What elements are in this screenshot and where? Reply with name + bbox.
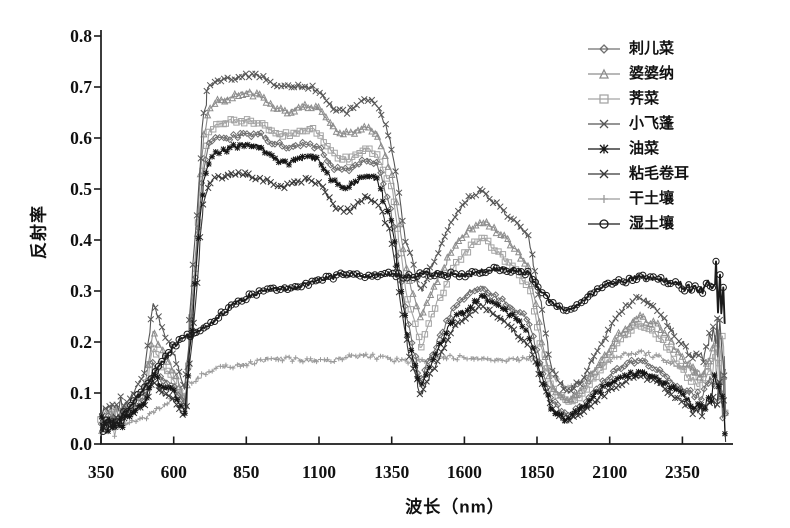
series-line-2 xyxy=(99,118,726,423)
y-tick-label: 0.3 xyxy=(70,281,92,301)
diamond-marker-icon xyxy=(588,43,620,54)
y-tick-label: 0.6 xyxy=(70,128,92,148)
legend-item-0: 刺儿菜 xyxy=(588,36,689,61)
x-marker-icon xyxy=(588,119,620,128)
x-marker-icon xyxy=(588,169,620,178)
x-axis-title: 波长（nm） xyxy=(405,497,505,517)
x-tick-label: 850 xyxy=(233,462,260,482)
circle-marker-icon xyxy=(588,218,620,229)
x-tick-label: 2100 xyxy=(592,462,627,482)
legend-label: 干土壤 xyxy=(629,190,675,207)
legend-item-6: 干土壤 xyxy=(588,186,689,211)
legend-label: 荠菜 xyxy=(629,90,660,107)
legend-item-5: 粘毛卷耳 xyxy=(588,161,689,186)
legend-label: 刺儿菜 xyxy=(629,40,675,57)
y-tick-label: 0.0 xyxy=(70,434,92,454)
x-tick-label: 350 xyxy=(88,462,115,482)
y-tick-label: 0.7 xyxy=(70,77,92,97)
x-tick-label: 1850 xyxy=(520,462,555,482)
legend-item-4: 油菜 xyxy=(588,136,689,161)
y-tick-label: 0.5 xyxy=(70,179,92,199)
legend-item-3: 小飞蓬 xyxy=(588,111,689,136)
y-axis-title: 反射率 xyxy=(29,205,49,259)
legend: 刺儿菜婆婆纳荠菜小飞蓬油菜粘毛卷耳干土壤湿土壤 xyxy=(588,36,689,236)
legend-label: 油菜 xyxy=(629,140,660,157)
square-marker-icon xyxy=(588,93,620,104)
legend-item-2: 荠菜 xyxy=(588,86,689,111)
y-tick-label: 0.2 xyxy=(70,332,92,352)
series-markers-7 xyxy=(99,257,727,435)
y-tick-label: 0.8 xyxy=(70,26,92,46)
y-tick-label: 0.1 xyxy=(70,383,92,403)
x-tick-label: 1350 xyxy=(374,462,409,482)
legend-item-1: 婆婆纳 xyxy=(588,61,689,86)
triangle-marker-icon xyxy=(588,68,620,79)
x-tick-label: 2350 xyxy=(665,462,700,482)
x-tick-label: 1100 xyxy=(302,462,336,482)
legend-label: 小飞蓬 xyxy=(629,115,675,132)
plus-marker-icon xyxy=(588,194,620,203)
legend-label: 婆婆纳 xyxy=(629,65,675,82)
legend-label: 粘毛卷耳 xyxy=(629,165,690,182)
asterisk-marker-icon xyxy=(588,144,620,153)
legend-item-7: 湿土壤 xyxy=(588,211,689,236)
x-tick-label: 600 xyxy=(161,462,188,482)
series-markers-4 xyxy=(98,141,728,437)
x-tick-label: 1600 xyxy=(447,462,482,482)
y-tick-label: 0.4 xyxy=(70,230,92,250)
legend-label: 湿土壤 xyxy=(629,215,675,232)
